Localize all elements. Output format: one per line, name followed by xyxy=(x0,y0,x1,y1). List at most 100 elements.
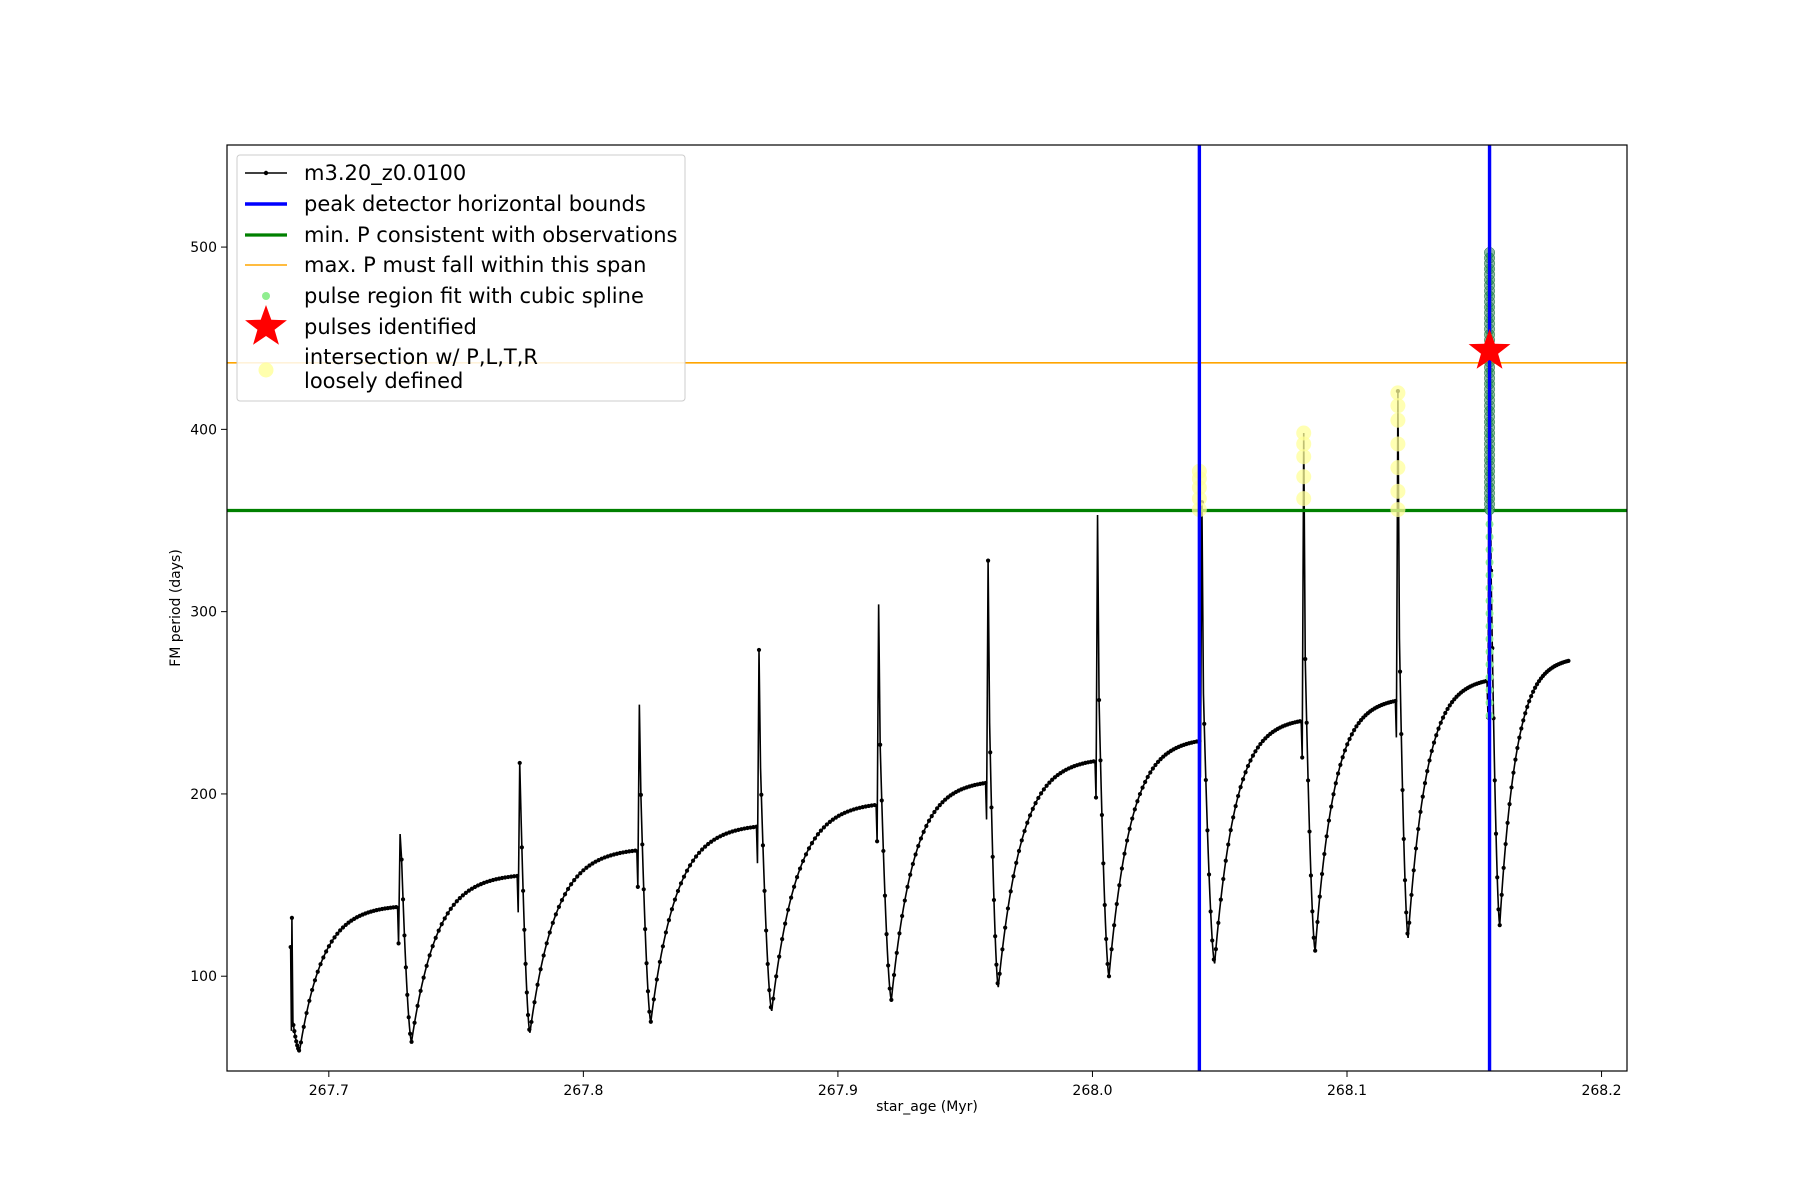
series-point xyxy=(433,935,438,941)
series-point xyxy=(759,792,764,797)
series-point xyxy=(771,996,776,1001)
series-point xyxy=(1307,829,1312,834)
series-point xyxy=(1319,871,1325,877)
series-point xyxy=(703,844,708,849)
series-point xyxy=(1003,925,1008,930)
series-point xyxy=(1132,807,1137,812)
series-point xyxy=(1427,758,1432,763)
series-point xyxy=(1203,777,1208,783)
series-point xyxy=(1493,831,1499,836)
series-point xyxy=(635,884,640,889)
series-point xyxy=(1030,806,1035,811)
series-point xyxy=(1096,697,1102,703)
series-point xyxy=(1041,787,1046,792)
series-point xyxy=(559,898,565,903)
series-point xyxy=(1507,802,1512,807)
series-point xyxy=(466,888,471,893)
series-point xyxy=(916,843,921,849)
legend-handle-marker xyxy=(263,170,269,176)
series-point xyxy=(430,944,435,949)
series-point xyxy=(797,866,803,871)
series-point xyxy=(1315,919,1320,925)
x-tick-label: 268.1 xyxy=(1327,1083,1367,1099)
series-point xyxy=(827,819,832,824)
series-point xyxy=(654,977,659,982)
series-point xyxy=(409,1039,414,1044)
series-point xyxy=(332,935,337,940)
series-point xyxy=(1106,974,1112,979)
series-point xyxy=(572,878,577,883)
series-point xyxy=(657,959,662,965)
series-point xyxy=(1495,875,1500,880)
series-point xyxy=(765,961,770,967)
series-point xyxy=(1352,728,1357,733)
series-point xyxy=(1443,710,1448,716)
series-point xyxy=(1331,792,1336,797)
series-point xyxy=(929,813,934,819)
series-point xyxy=(640,842,645,847)
series-point xyxy=(1411,868,1416,873)
series-point xyxy=(706,841,711,847)
series-point xyxy=(1033,800,1038,806)
y-tick-label: 300 xyxy=(190,605,217,621)
series-point xyxy=(1335,771,1341,776)
series-point xyxy=(525,1012,531,1018)
series-point xyxy=(547,930,552,935)
series-point xyxy=(894,950,899,956)
series-point xyxy=(1303,656,1308,662)
series-point xyxy=(329,939,334,944)
series-point xyxy=(1114,901,1119,907)
series-point xyxy=(1238,785,1243,790)
series-point xyxy=(418,988,423,994)
series-point xyxy=(578,871,583,876)
series-point xyxy=(315,969,320,974)
series-point xyxy=(1420,794,1425,799)
series-point xyxy=(463,890,468,895)
series-point xyxy=(700,847,705,852)
series-point xyxy=(989,805,994,810)
series-point xyxy=(1311,935,1316,940)
intersection-point xyxy=(1390,502,1406,518)
series-point xyxy=(451,902,456,907)
series-point xyxy=(1148,770,1153,775)
series-point xyxy=(791,884,797,889)
series-point xyxy=(666,918,672,923)
series-point xyxy=(519,845,524,850)
series-point xyxy=(675,888,681,894)
series-point xyxy=(872,802,877,808)
series-point xyxy=(1527,699,1532,704)
series-point xyxy=(774,974,779,979)
legend-label: loosely defined xyxy=(304,369,463,393)
series-point xyxy=(1436,726,1441,731)
series-point xyxy=(318,962,323,967)
series-point xyxy=(1525,704,1530,709)
series-point xyxy=(293,1034,298,1039)
series-point xyxy=(1213,947,1218,952)
series-point xyxy=(427,953,432,958)
series-point xyxy=(995,981,1000,986)
intersection-point xyxy=(1390,436,1406,452)
series-point xyxy=(678,881,684,886)
series-point xyxy=(647,1009,652,1014)
series-point xyxy=(584,865,589,870)
series-point xyxy=(445,911,450,916)
series-point xyxy=(288,944,293,950)
series-point xyxy=(985,558,991,563)
series-point xyxy=(532,1000,537,1005)
series-point xyxy=(809,841,815,846)
series-point xyxy=(1047,780,1052,785)
series-point xyxy=(1216,920,1221,926)
series-point xyxy=(1255,745,1261,750)
series-point xyxy=(780,937,785,942)
series-point xyxy=(638,792,643,797)
series-point xyxy=(908,872,913,877)
series-point xyxy=(1135,799,1140,804)
series-point xyxy=(697,850,702,855)
series-point xyxy=(1422,780,1428,786)
series-point xyxy=(645,989,651,994)
series-point xyxy=(990,854,995,859)
series-point xyxy=(821,825,827,830)
series-point xyxy=(1313,948,1318,953)
series-point xyxy=(935,806,940,811)
